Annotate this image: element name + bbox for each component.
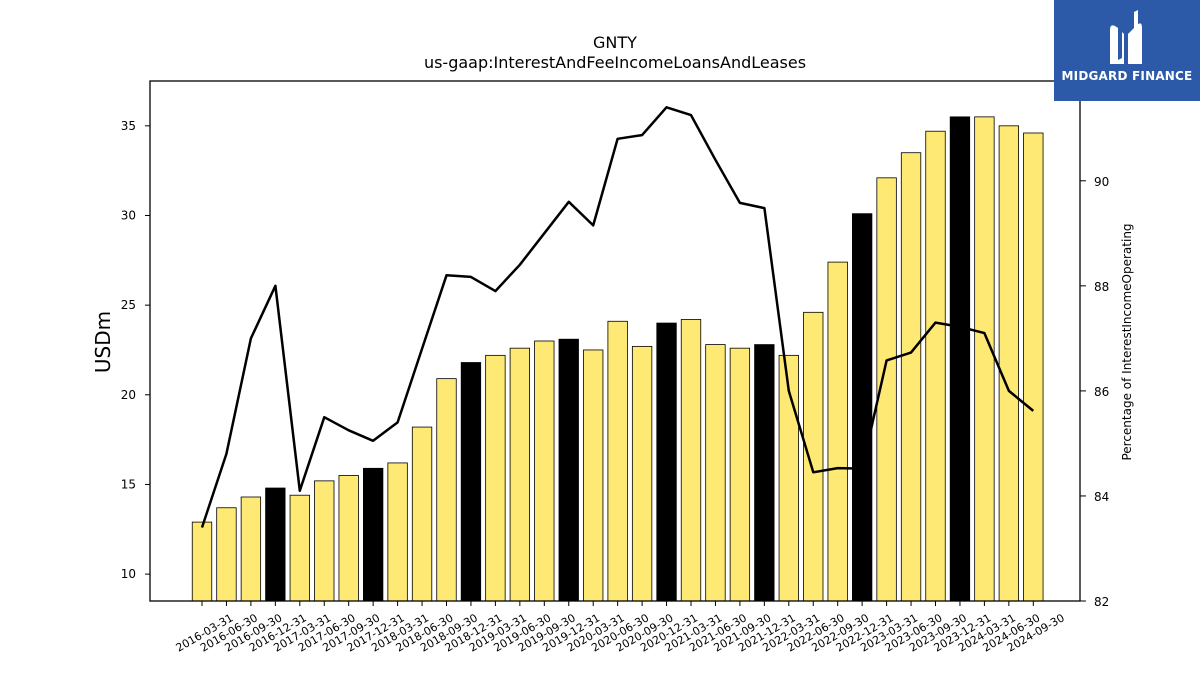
y2-axis-label: Percentage of InterestIncomeOperating: [1120, 223, 1134, 460]
bar-2022-06-30: [803, 311, 824, 602]
bar-2023-06-30: [900, 152, 922, 602]
bar-2017-06-30: [314, 480, 335, 602]
x-axis: 2016-03-312016-06-302016-09-302016-12-31…: [174, 601, 1067, 655]
y-tick-label: 35: [121, 119, 136, 133]
y-tick-label: 25: [121, 298, 136, 312]
y2-tick-label: 90: [1094, 175, 1109, 189]
bar-2018-09-30: [436, 378, 457, 602]
bar-2016-06-30: [216, 507, 237, 602]
right-axis: 82 84 86 88 90: [1080, 175, 1109, 609]
bar-2020-12-31: [656, 322, 677, 602]
chart-subtitle: us-gaap:InterestAndFeeIncomeLoansAndLeas…: [424, 53, 806, 72]
bar-2023-12-31: [949, 116, 971, 602]
bar-2017-03-31: [289, 494, 310, 602]
y-axis-label: USDm: [91, 311, 115, 373]
bar-2017-12-31: [362, 467, 384, 602]
bar-2016-12-31: [265, 487, 286, 602]
bar-2022-09-30: [827, 261, 848, 602]
bar-2024-06-30: [998, 125, 1019, 602]
bar-2022-12-31: [852, 213, 873, 602]
bar-2021-09-30: [729, 347, 751, 602]
bar-2016-09-30: [240, 496, 262, 602]
bars-layer: [191, 116, 1044, 602]
bar-2021-12-31: [754, 344, 775, 602]
bar-2019-12-31: [558, 338, 579, 602]
y-tick-label: 10: [121, 567, 136, 581]
bar-2024-09-30: [1023, 132, 1044, 602]
bar-2021-06-30: [705, 344, 726, 602]
midgard-logo-icon: [1110, 10, 1142, 64]
y-tick-label: 30: [121, 208, 136, 222]
bar-2018-06-30: [411, 426, 433, 602]
line-layer: [200, 106, 1035, 528]
bar-2020-03-31: [583, 349, 604, 602]
bar-2018-03-31: [387, 462, 408, 602]
chart-title: GNTY: [593, 33, 637, 52]
bar-2021-03-31: [680, 319, 702, 602]
bar-2017-09-30: [338, 475, 359, 602]
percentage-line: [200, 106, 1035, 528]
bar-2019-09-30: [534, 340, 555, 602]
bar-2019-06-30: [509, 347, 531, 602]
y-tick-label: 20: [121, 388, 136, 402]
bar-2016-03-31: [191, 521, 213, 602]
left-axis: 10 15 20 25 30 35: [121, 119, 150, 581]
bar-2018-12-31: [460, 362, 482, 602]
y2-tick-label: 88: [1094, 280, 1109, 294]
y2-tick-label: 82: [1094, 595, 1109, 609]
y2-tick-label: 84: [1094, 490, 1109, 504]
bar-2023-09-30: [925, 130, 946, 602]
bar-2019-03-31: [485, 354, 506, 602]
brand-logo: MIDGARD FINANCE: [1054, 0, 1200, 101]
logo-text: MIDGARD FINANCE: [1061, 69, 1193, 83]
bar-2024-03-31: [974, 116, 995, 602]
plot-frame: [149, 80, 1081, 602]
y-tick-label: 15: [121, 477, 136, 491]
y2-tick-label: 86: [1094, 385, 1109, 399]
bar-2020-09-30: [631, 345, 653, 602]
bar-2020-06-30: [607, 320, 628, 602]
